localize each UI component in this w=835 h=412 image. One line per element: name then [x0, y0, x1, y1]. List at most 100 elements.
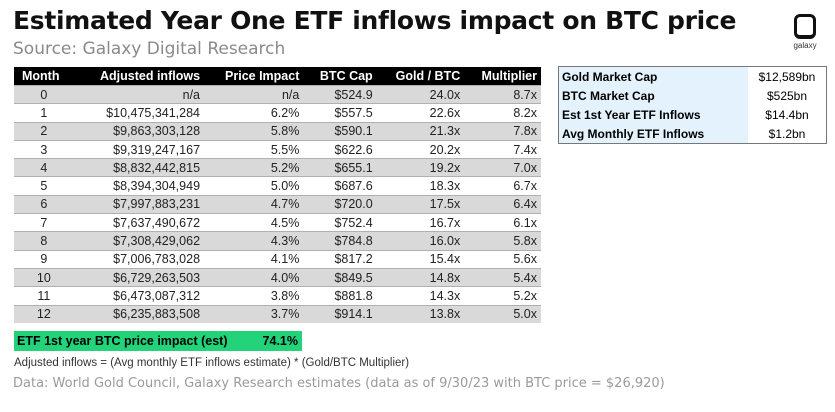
table-row: 3 $9,319,247,167 5.5% $622.6 20.2x 7.4x — [14, 139, 541, 159]
galaxy-logo-icon — [794, 14, 816, 39]
table-cell: 19.2x — [376, 158, 465, 177]
column-header: Gold / BTC — [376, 67, 465, 86]
table-row: 4 $8,832,442,815 5.2% $655.1 19.2x 7.0x — [14, 158, 541, 177]
assumption-label: Gold Market Cap — [558, 66, 748, 86]
table-cell: 14.3x — [376, 286, 465, 306]
table-row: 6 $7,997,883,231 4.7% $720.0 17.5x 6.4x — [14, 194, 541, 214]
table-cell: 5.0x — [464, 304, 541, 323]
table-cell: 18.3x — [376, 176, 465, 196]
assumption-label: Avg Monthly ETF Inflows — [558, 124, 748, 144]
table-cell: $6,473,087,312 — [73, 286, 205, 306]
column-header: BTC Cap — [303, 67, 377, 86]
table-cell: $10,475,341,284 — [73, 103, 205, 123]
table-cell: 22.6x — [376, 103, 465, 123]
table-cell: 7.4x — [464, 139, 541, 159]
table-cell: $655.1 — [303, 158, 377, 177]
assumption-value: $525bn — [766, 88, 808, 103]
table-cell: 12 — [14, 304, 74, 323]
table-cell: 5.8% — [204, 121, 304, 141]
table-cell: 2 — [14, 121, 74, 141]
table-cell: $881.8 — [303, 286, 377, 306]
table-cell: 5.2% — [204, 158, 304, 177]
table-cell: $7,308,429,062 — [73, 231, 205, 251]
table-cell: 6.4x — [464, 194, 541, 214]
table-cell: 24.0x — [376, 84, 465, 104]
table-cell: $849.5 — [303, 267, 377, 287]
subtitle: Source: Galaxy Digital Research — [13, 39, 286, 59]
total-impact-value: 74.1% — [262, 334, 298, 348]
table-cell: $784.8 — [303, 231, 377, 251]
table-cell: $8,832,442,815 — [73, 158, 205, 177]
table-cell: 4.1% — [204, 249, 304, 269]
table-cell: 7.0x — [464, 158, 541, 177]
assumption-value: $14.4bn — [765, 107, 809, 122]
assumption-row: Avg Monthly ETF Inflows $1.2bn — [558, 124, 827, 144]
total-impact-row: ETF 1st year BTC price impact (est) 74.1… — [14, 331, 302, 351]
table-cell: $817.2 — [303, 249, 377, 269]
table-cell: $687.6 — [303, 176, 377, 196]
table-cell: $9,319,247,167 — [73, 139, 205, 159]
table-cell: 3 — [14, 139, 74, 159]
table-row: 0 n/a n/a $524.9 24.0x 8.7x — [14, 84, 541, 104]
table-cell: 5.4x — [464, 267, 541, 287]
table-cell: $590.1 — [303, 121, 377, 141]
table-row: 5 $8,394,304,949 5.0% $687.6 18.3x 6.7x — [14, 176, 541, 196]
table-cell: 4.0% — [204, 267, 304, 287]
column-header: Month — [14, 67, 74, 86]
table-cell: 16.7x — [376, 213, 465, 232]
table-cell: 6 — [14, 194, 74, 214]
table-cell: $914.1 — [303, 304, 377, 323]
table-cell: 4.3% — [204, 231, 304, 251]
table-row: 12 $6,235,883,508 3.7% $914.1 13.8x 5.0x — [14, 304, 541, 323]
table-cell: $524.9 — [303, 84, 377, 104]
table-cell: $7,637,490,672 — [73, 213, 205, 232]
table-row: 7 $7,637,490,672 4.5% $752.4 16.7x 6.1x — [14, 213, 541, 232]
table-cell: 5 — [14, 176, 74, 196]
assumptions-table: Gold Market Cap $12,589bn BTC Market Cap $5… — [558, 66, 827, 144]
table-cell: 10 — [14, 267, 74, 287]
assumption-row: Est 1st Year ETF Inflows $14.4bn — [558, 105, 827, 124]
table-cell: 6.1x — [464, 213, 541, 232]
table-cell: 11 — [14, 286, 74, 306]
table-cell: 5.2x — [464, 286, 541, 306]
table-cell: 3.7% — [204, 304, 304, 323]
assumption-row: Gold Market Cap $12,589bn — [558, 66, 827, 86]
table-row: 8 $7,308,429,062 4.3% $784.8 16.0x 5.8x — [14, 231, 541, 251]
table-cell: $8,394,304,949 — [73, 176, 205, 196]
page-title: Estimated Year One ETF inflows impact on… — [13, 6, 737, 35]
table-cell: $7,997,883,231 — [73, 194, 205, 214]
assumption-value: $12,589bn — [758, 69, 816, 84]
assumption-value: $1.2bn — [768, 126, 806, 141]
table-cell: 17.5x — [376, 194, 465, 214]
table-cell: 5.8x — [464, 231, 541, 251]
total-impact-label: ETF 1st year BTC price impact (est) — [17, 334, 228, 348]
data-source: Data: World Gold Council, Galaxy Researc… — [13, 376, 665, 391]
table-row: 1 $10,475,341,284 6.2% $557.5 22.6x 8.2x — [14, 103, 541, 123]
table-cell: 9 — [14, 249, 74, 269]
inflows-table: Month Adjusted inflows Price Impact BTC Cap… — [14, 67, 541, 323]
table-cell: 3.8% — [204, 286, 304, 306]
table-cell: 21.3x — [376, 121, 465, 141]
table-row: 11 $6,473,087,312 3.8% $881.8 14.3x 5.2x — [14, 286, 541, 306]
table-cell: 4.5% — [204, 213, 304, 232]
table-cell: 20.2x — [376, 139, 465, 159]
table-row: 9 $7,006,783,028 4.1% $817.2 15.4x 5.6x — [14, 249, 541, 269]
table-cell: 5.0% — [204, 176, 304, 196]
galaxy-logo: galaxy — [790, 14, 820, 50]
table-cell: 13.8x — [376, 304, 465, 323]
table-cell: 4 — [14, 158, 74, 177]
table-cell: 14.8x — [376, 267, 465, 287]
table-cell: $720.0 — [303, 194, 377, 214]
table-cell: 7 — [14, 213, 74, 232]
table-cell: 16.0x — [376, 231, 465, 251]
table-cell: 7.8x — [464, 121, 541, 141]
table-cell: 5.6x — [464, 249, 541, 269]
column-header: Multiplier — [464, 67, 541, 86]
table-cell: n/a — [73, 84, 205, 104]
table-cell: n/a — [204, 84, 304, 104]
table-cell: 8.7x — [464, 84, 541, 104]
column-header: Adjusted inflows — [73, 67, 205, 86]
table-cell: 15.4x — [376, 249, 465, 269]
table-cell: 8.2x — [464, 103, 541, 123]
table-cell: $7,006,783,028 — [73, 249, 205, 269]
